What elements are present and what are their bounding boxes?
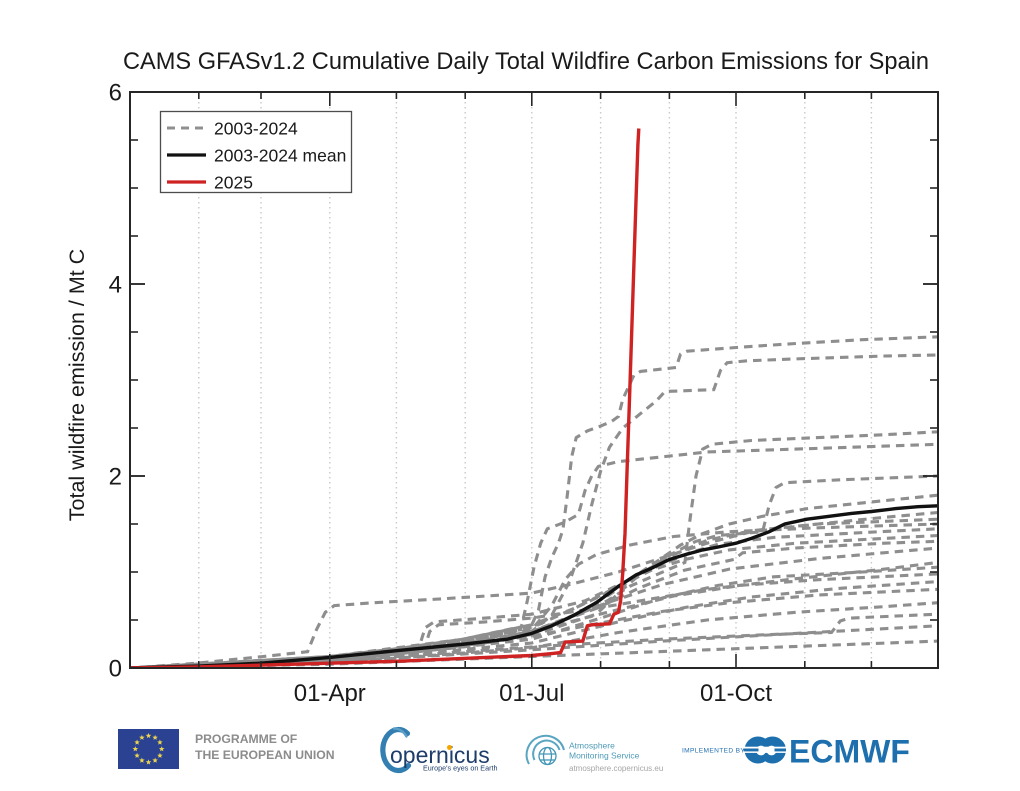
svg-text:0: 0 xyxy=(109,656,122,683)
svg-text:PROGRAMME OF: PROGRAMME OF xyxy=(195,732,297,746)
svg-text:atmosphere.copernicus.eu: atmosphere.copernicus.eu xyxy=(569,764,663,773)
svg-text:CAMS GFASv1.2 Cumulative Daily: CAMS GFASv1.2 Cumulative Daily Total Wil… xyxy=(123,49,929,75)
svg-text:ECMWF: ECMWF xyxy=(789,734,910,770)
svg-text:Total wildfire emission / Mt C: Total wildfire emission / Mt C xyxy=(65,249,89,521)
svg-text:01-Oct: 01-Oct xyxy=(700,680,772,707)
svg-text:01-Apr: 01-Apr xyxy=(294,680,366,707)
svg-text:Monitoring Service: Monitoring Service xyxy=(569,751,640,761)
svg-text:Atmosphere: Atmosphere xyxy=(569,741,615,751)
svg-text:2025: 2025 xyxy=(214,173,253,193)
svg-text:2003-2024 mean: 2003-2024 mean xyxy=(214,146,346,166)
svg-text:opernicus: opernicus xyxy=(390,742,490,768)
svg-text:2003-2024: 2003-2024 xyxy=(214,119,298,139)
svg-text:Europe's eyes on Earth: Europe's eyes on Earth xyxy=(423,764,498,773)
svg-text:THE EUROPEAN UNION: THE EUROPEAN UNION xyxy=(195,748,335,762)
svg-text:6: 6 xyxy=(109,80,122,107)
svg-text:2: 2 xyxy=(109,464,122,491)
svg-text:01-Jul: 01-Jul xyxy=(499,680,564,707)
svg-text:4: 4 xyxy=(109,272,122,299)
svg-text:IMPLEMENTED BY: IMPLEMENTED BY xyxy=(682,748,745,755)
